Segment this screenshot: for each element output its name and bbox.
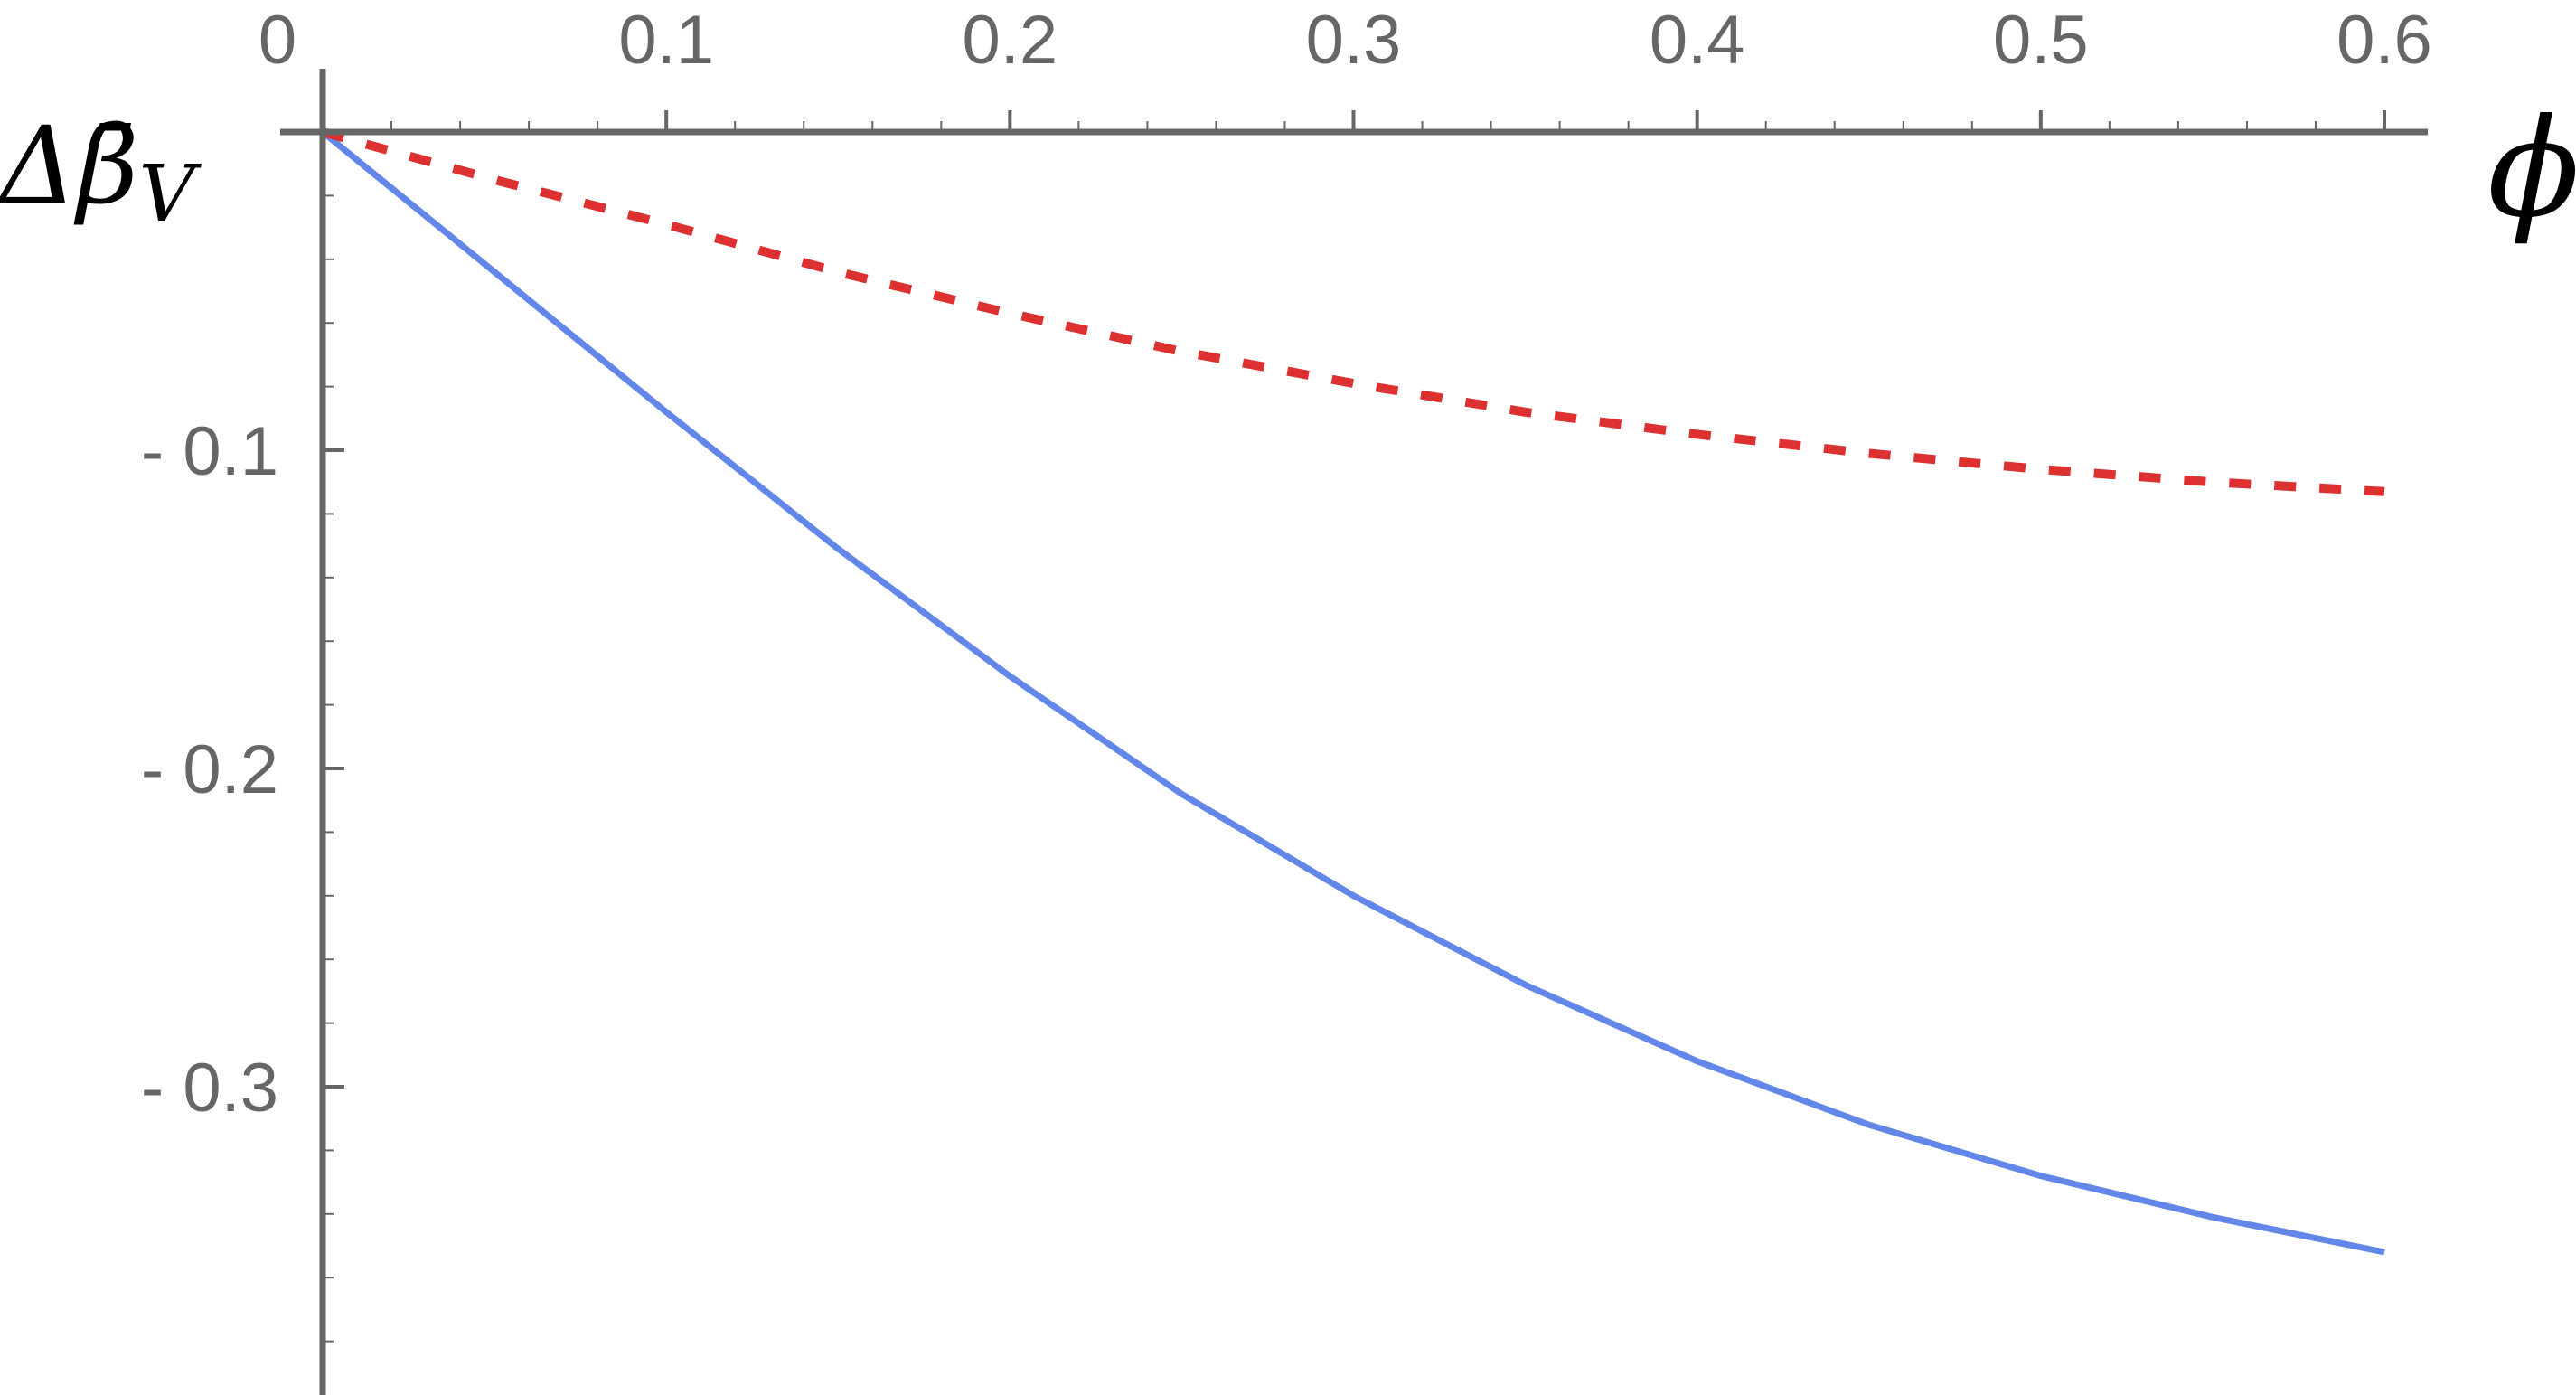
x-tick-label: 0.2 xyxy=(963,2,1058,79)
y-axis-label-subscript: V xyxy=(138,149,202,240)
y-tick-label: - 0.1 xyxy=(141,413,278,490)
y-tick-label: - 0.2 xyxy=(141,731,278,808)
x-tick-label: 0 xyxy=(259,2,296,79)
tick-layer xyxy=(321,110,2386,1343)
series-2-line xyxy=(321,127,2385,496)
x-tick-label: 0.6 xyxy=(2336,2,2432,79)
x-tick-label: 0.3 xyxy=(1306,2,1402,79)
y-tick-label: - 0.3 xyxy=(141,1050,278,1126)
series-layer xyxy=(320,127,2385,1256)
x-tick-label: 0.1 xyxy=(618,2,714,79)
x-axis-label: ϕ xyxy=(2487,90,2576,248)
series-1-line xyxy=(320,129,2385,1256)
x-tick-label: 0.5 xyxy=(1993,2,2089,79)
y-axis-label: Δβ̄V xyxy=(0,103,202,240)
y-axis-label-main: Δβ̄ xyxy=(0,103,138,228)
tick-label-layer: 0 0.1 0.2 0.3 0.4 0.5 0.6 - 0.1 - 0.2 - 0.3 xyxy=(141,2,2432,1126)
x-tick-label: 0.4 xyxy=(1650,2,1745,79)
